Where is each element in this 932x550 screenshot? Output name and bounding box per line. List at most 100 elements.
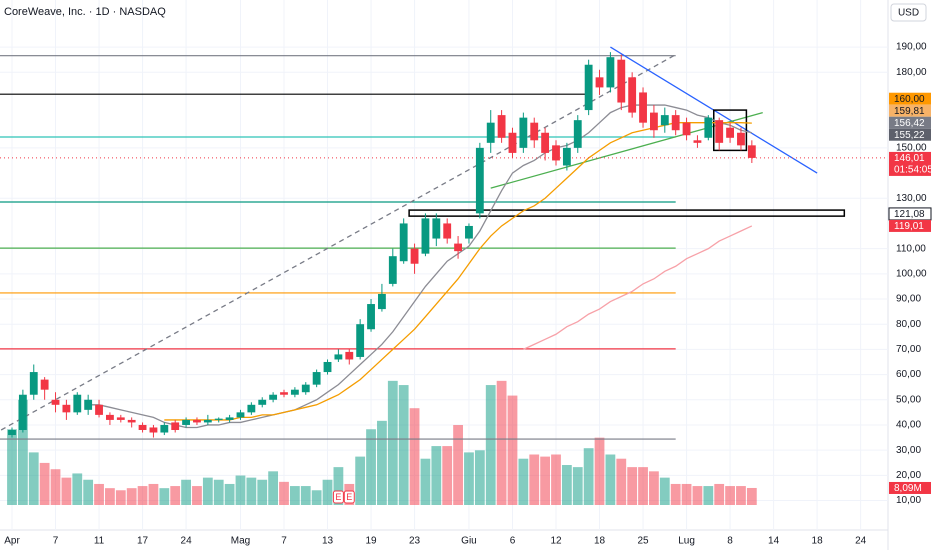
x-tick-label: 19 <box>365 536 377 547</box>
currency-box[interactable] <box>890 3 927 22</box>
y-tick-label: 190,00 <box>896 42 927 53</box>
volume-bar <box>137 486 148 505</box>
volume-bar <box>366 429 376 505</box>
candle-body <box>301 384 310 393</box>
candle-body <box>84 399 93 410</box>
volume-bar <box>126 488 137 505</box>
y-tick-label: 50,00 <box>896 394 921 405</box>
candle-body <box>541 132 550 153</box>
chart-title: CoreWeave, Inc. · 1D · NASDAQ <box>4 6 166 18</box>
x-tick-label: 18 <box>812 536 824 547</box>
volume-bar <box>300 486 311 505</box>
x-tick-label: 8 <box>727 536 733 547</box>
candle-body <box>682 122 691 136</box>
candle-body <box>486 122 495 143</box>
candle-body <box>562 147 571 166</box>
x-tick-label: 23 <box>409 536 421 547</box>
candle-body <box>29 372 38 395</box>
candle-body <box>127 419 136 423</box>
candle-body <box>639 92 647 123</box>
candle-body <box>247 404 256 413</box>
volume-bar <box>529 454 540 505</box>
candle-body <box>497 115 506 138</box>
y-tick-label: 70,00 <box>896 344 921 355</box>
candle-body <box>704 117 713 138</box>
candle-body <box>573 120 582 148</box>
candle-body <box>737 132 745 146</box>
candle-body <box>454 243 462 252</box>
price-badge <box>889 219 931 232</box>
countdown: 01:54:05 <box>894 165 932 176</box>
candle-body <box>552 145 560 161</box>
volume-bar <box>605 454 616 505</box>
event-marker <box>332 490 344 504</box>
candle-body <box>269 394 278 400</box>
volume-bar <box>453 425 463 505</box>
price-badge <box>889 92 931 105</box>
volume-bar <box>572 467 583 505</box>
x-tick-label: 25 <box>637 536 649 547</box>
candle-body <box>519 117 528 148</box>
volume-bar <box>322 479 333 505</box>
volume-bar <box>474 450 485 505</box>
candle-body <box>443 223 452 239</box>
x-tick-label: 13 <box>322 536 334 547</box>
volume-bar <box>94 483 104 505</box>
candle-body <box>410 248 419 264</box>
volume-bar <box>355 456 366 505</box>
candle-body <box>171 422 180 430</box>
candle-body <box>356 324 365 357</box>
volume-bar <box>561 465 572 505</box>
event-label: E <box>335 492 341 502</box>
candle-body <box>465 225 473 239</box>
candle-body <box>182 419 190 425</box>
y-tick-label: 90,00 <box>896 294 921 305</box>
volume-bar <box>518 458 529 505</box>
price-badge-label: 156,42 <box>894 118 925 129</box>
candle-body <box>584 64 593 111</box>
price-badge <box>889 151 931 176</box>
x-tick-label: 12 <box>550 536 562 547</box>
volume-bar <box>496 380 507 505</box>
candle-body <box>18 394 27 430</box>
candle-body <box>334 354 343 360</box>
volume-bar <box>431 446 442 505</box>
volume-bar <box>692 486 703 505</box>
x-tick-label: 7 <box>53 536 59 547</box>
volume-bar <box>746 487 757 505</box>
candle-body <box>95 404 103 415</box>
volume-bar <box>28 452 39 505</box>
candle-body <box>475 147 484 214</box>
y-tick-label: 100,00 <box>896 268 927 279</box>
x-tick-label: 18 <box>594 536 606 547</box>
volume-bar <box>507 395 518 505</box>
candle-body <box>345 351 354 360</box>
volume-bar <box>192 486 202 505</box>
candle-body <box>236 412 245 418</box>
candle-body <box>8 429 16 436</box>
x-tick-label: 11 <box>94 536 105 547</box>
volume-bar <box>616 458 627 505</box>
candle-body <box>138 424 147 430</box>
y-tick-label: 80,00 <box>896 319 921 330</box>
volume-bar <box>540 456 551 505</box>
candle-body <box>388 256 397 284</box>
volume-bar <box>279 481 289 505</box>
volume-bar <box>170 486 181 505</box>
box-drawing <box>408 209 846 217</box>
volume-badge-label: 8,09M <box>894 483 922 494</box>
price-badge <box>889 116 931 129</box>
x-tick-label: 24 <box>181 536 193 547</box>
volume-bar <box>649 471 659 505</box>
moving-average <box>523 225 753 350</box>
box-drawing <box>713 109 748 152</box>
candle-body <box>715 120 724 143</box>
volume-bar <box>638 467 648 505</box>
volume-bar <box>681 483 692 505</box>
candle-body <box>617 59 626 103</box>
volume-bar <box>464 452 474 505</box>
candle-body <box>193 419 201 423</box>
volume-bar <box>670 483 681 505</box>
price-badge-label: 146,01 <box>894 153 925 164</box>
